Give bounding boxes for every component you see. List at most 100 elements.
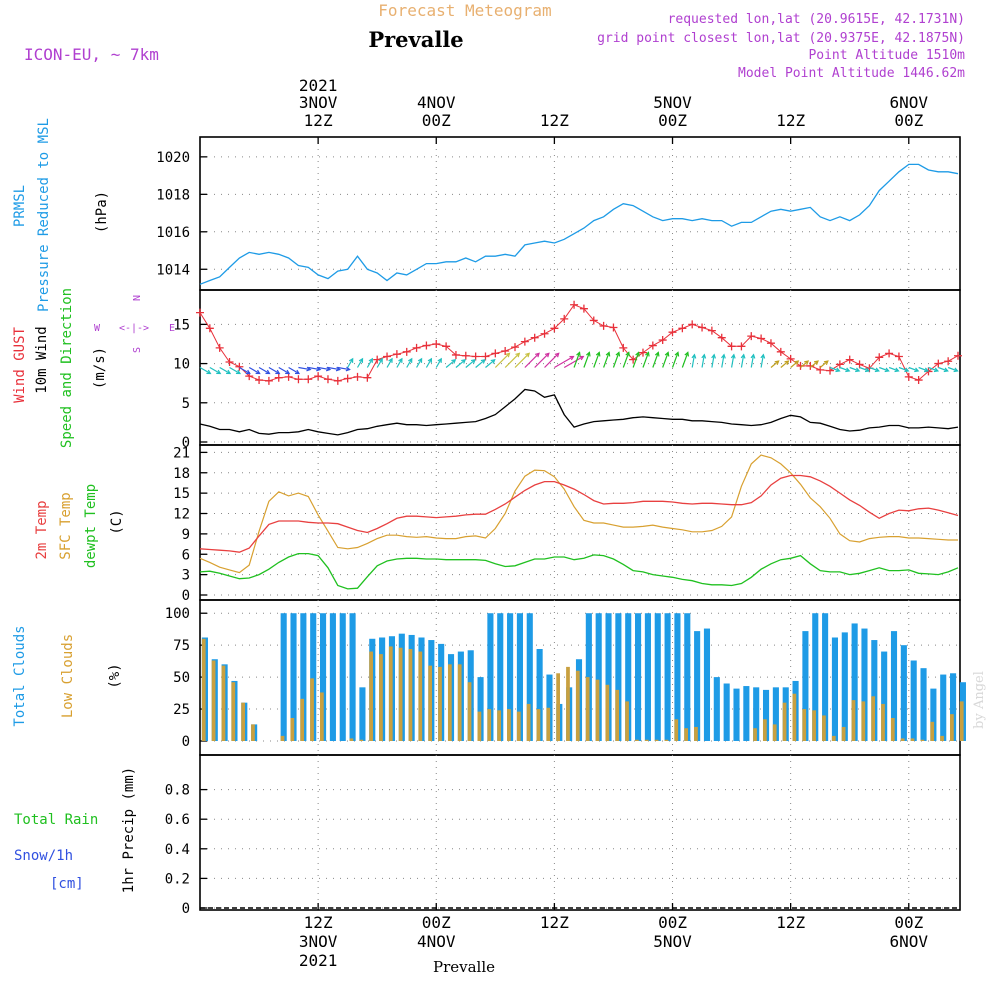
wind-ytick-label: 0	[182, 435, 190, 451]
compass-s: S	[132, 347, 143, 353]
wind-arrow	[662, 352, 669, 368]
wind-arrow	[465, 359, 476, 368]
gust-marker	[717, 333, 726, 342]
wind-arrow	[494, 352, 510, 368]
sfc-temp-line	[199, 454, 958, 574]
wind-arrow-head	[691, 353, 697, 359]
precip-ytick-label: 0.4	[165, 842, 190, 858]
wind-arrow-head	[845, 367, 851, 373]
gust-marker	[363, 373, 372, 382]
temperature-ytick-label: 18	[173, 466, 190, 482]
wind-arrow-head	[874, 367, 880, 373]
low-cloud-bar	[408, 649, 413, 741]
gust-marker	[776, 347, 785, 356]
low-cloud-bar	[664, 739, 669, 741]
wind-arrow-head	[730, 353, 736, 359]
wind-arrow-head	[451, 358, 457, 364]
wind-ytick-label: 10	[173, 357, 190, 373]
low-cloud-bar	[467, 682, 472, 741]
wind-arrow-head	[255, 369, 261, 375]
total-cloud-bar	[280, 613, 287, 741]
dewpt-temp-line	[199, 552, 959, 590]
precip-label-rain: Total Rain	[14, 812, 98, 828]
gust-marker	[609, 323, 618, 332]
wind-arrow	[829, 366, 840, 372]
wind-direction-arrows	[199, 351, 959, 375]
gust-marker	[343, 374, 352, 383]
temperature-ytick-label: 0	[182, 588, 190, 604]
cloud-label-total: Total Clouds	[12, 625, 28, 726]
total-cloud-bar	[881, 651, 888, 741]
2m-temp-line	[199, 474, 959, 553]
wind-arrow	[730, 354, 735, 368]
pressure-label-prmsl: PRMSL	[12, 185, 28, 227]
gust-marker	[599, 321, 608, 330]
top-time-label: 2021	[299, 76, 338, 95]
total-cloud-bar	[733, 688, 740, 741]
wind-arrow-head	[750, 353, 756, 359]
total-cloud-bar	[753, 687, 760, 741]
low-cloud-bar	[388, 646, 393, 741]
wind-arrow	[760, 354, 764, 368]
wind-arrow	[908, 366, 919, 372]
wind-arrow	[406, 358, 413, 368]
total-cloud-bar	[831, 637, 838, 741]
low-cloud-bar	[615, 689, 620, 741]
low-cloud-bar	[881, 703, 885, 741]
wind-arrow	[425, 358, 432, 368]
top-time-label: 3NOV	[299, 93, 338, 112]
wind-arrow	[701, 354, 705, 368]
low-cloud-bar	[516, 711, 521, 741]
top-time-label: 5NOV	[653, 93, 692, 112]
wind-arrow	[849, 366, 860, 372]
wind-arrow	[504, 352, 520, 368]
total-cloud-bar	[320, 613, 327, 741]
wind-arrow-head	[335, 366, 342, 372]
low-cloud-bar	[447, 664, 452, 741]
wind-arrow-head	[615, 351, 621, 357]
wind-arrow	[819, 360, 829, 368]
wind-arrow-head	[813, 360, 819, 366]
wind-arrow-head	[645, 351, 650, 357]
wind-arrow-head	[585, 351, 591, 357]
pressure-line	[199, 163, 959, 285]
gust-marker	[284, 372, 293, 381]
wind-arrow-head	[784, 360, 790, 366]
wind-arrow-head	[490, 358, 496, 364]
wind-arrow	[563, 355, 584, 369]
bottom-time-label: 2021	[299, 951, 338, 970]
wind-y-ticks: 0 5 10 15	[173, 317, 207, 451]
wind-arrow-head	[923, 367, 930, 373]
gust-marker	[333, 376, 342, 385]
model-altitude: Model Point Altitude 1446.62m	[738, 66, 965, 81]
wind-arrow	[632, 352, 640, 368]
wind-arrow-head	[721, 353, 726, 359]
total-cloud-bar	[723, 683, 730, 741]
gust-marker	[205, 324, 214, 333]
wind-arrow	[790, 360, 799, 368]
wind-arrow	[229, 366, 241, 375]
temp-label-sfc: SFC Temp	[58, 492, 74, 559]
wind-arrow	[938, 366, 948, 372]
low-cloud-bar	[231, 682, 236, 741]
top-time-label: 12Z	[304, 111, 333, 130]
low-cloud-bar	[694, 726, 698, 741]
wind-arrow-head	[306, 366, 312, 372]
wind-arrow	[809, 360, 819, 368]
pressure-panel: 1014 1016 1018 1020 PRMSL Pressure Reduced …	[12, 118, 959, 312]
gust-marker	[215, 343, 224, 352]
gust-marker	[875, 353, 884, 362]
gust-marker	[550, 324, 559, 333]
low-cloud-bar	[890, 718, 895, 741]
temperature-ytick-label: 6	[182, 547, 190, 563]
total-cloud-bar	[890, 631, 898, 741]
wind-arrow	[288, 366, 300, 375]
wind-arrow	[839, 366, 850, 372]
wind-arrow-head	[294, 369, 301, 375]
total-cloud-bar	[329, 613, 336, 741]
low-cloud-bar	[930, 721, 935, 741]
compass-rose-icon: <-|->	[119, 323, 149, 334]
point-altitude: Point Altitude 1510m	[808, 48, 965, 63]
low-cloud-bar	[822, 715, 826, 741]
